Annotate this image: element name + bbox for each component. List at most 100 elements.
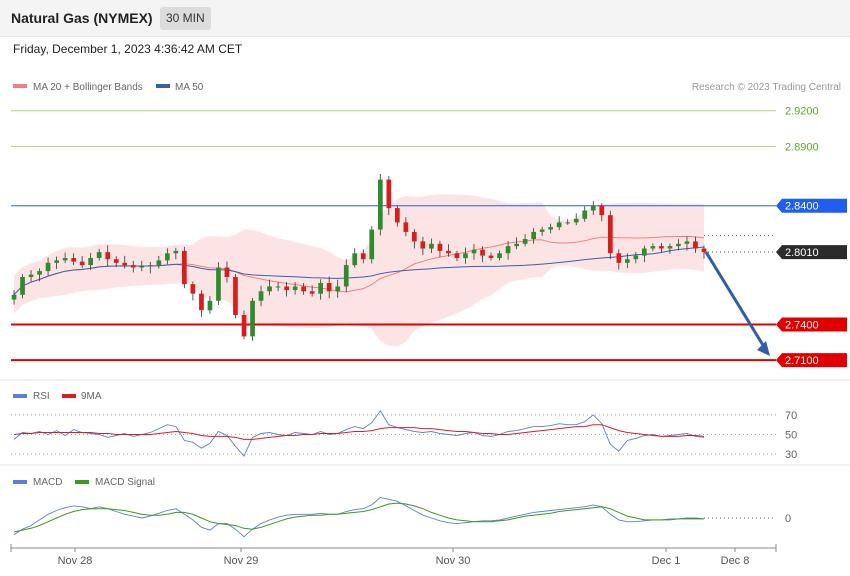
level-tag — [776, 198, 847, 213]
level-label: 2.7100 — [785, 355, 819, 367]
legend-label-rsi: RSI — [33, 391, 50, 402]
candle-body — [96, 252, 102, 258]
candle-body — [275, 286, 281, 288]
timeframe-button[interactable]: 30 MIN — [160, 7, 211, 30]
candle-body — [28, 274, 34, 277]
forecast-arrowhead — [757, 341, 770, 357]
candle-body — [548, 227, 553, 230]
candle-body — [378, 179, 383, 230]
legend-swatch-rsi-ma — [62, 394, 76, 398]
candle-body — [659, 246, 664, 249]
legend-label-macd: MACD — [33, 477, 62, 488]
ma50-line — [13, 246, 705, 296]
candle-body — [667, 246, 673, 249]
candle-body — [165, 253, 170, 261]
candle-body — [207, 300, 213, 311]
candle-body — [326, 283, 332, 292]
candle-body — [318, 283, 323, 294]
candle-body — [403, 222, 409, 232]
legend-label-rsi-ma: 9MA — [81, 391, 102, 402]
candle-body — [633, 255, 639, 260]
rsi-tick-label: 70 — [785, 410, 797, 422]
x-tick-label: Dec 8 — [721, 555, 750, 567]
candle-body — [684, 241, 690, 244]
candle-body — [20, 277, 25, 295]
rsi-line — [13, 410, 705, 457]
legend-label-ma20: MA 20 + Bollinger Bands — [33, 82, 143, 93]
candle-body — [599, 205, 605, 216]
candle-body — [522, 239, 528, 244]
level-tag — [776, 317, 847, 332]
candle-body — [113, 259, 119, 263]
candle-body — [497, 253, 502, 259]
level-label: 2.9200 — [785, 106, 819, 118]
candle-body — [531, 231, 536, 239]
candle-body — [139, 266, 145, 268]
candle-body — [37, 271, 42, 275]
legend-swatch-macd — [13, 480, 27, 484]
candle-body — [369, 229, 375, 260]
macd-line — [13, 497, 705, 538]
candle-body — [335, 286, 341, 292]
candle-body — [539, 229, 545, 232]
candle-body — [343, 265, 349, 287]
candle-body — [488, 255, 494, 258]
legend-swatch-macd-signal — [75, 480, 89, 484]
candle-body — [446, 250, 451, 254]
rsi-panel: 70 50 30 — [11, 410, 797, 461]
candle-body — [148, 265, 153, 267]
candle-body — [650, 246, 656, 249]
candle-body — [224, 267, 230, 277]
chart-datetime: Friday, December 1, 2023 4:36:42 AM CET — [13, 42, 243, 56]
candle-body — [199, 293, 204, 311]
candle-body — [258, 291, 264, 301]
instrument-title: Natural Gas (NYMEX) — [11, 10, 153, 26]
rsi-tick-label: 30 — [785, 449, 797, 461]
x-tick-label: Nov 28 — [58, 555, 93, 567]
macd-panel: 0 — [13, 497, 791, 538]
level-label: 2.8010 — [785, 247, 819, 259]
candle-body — [156, 260, 162, 266]
x-tick-label: Dec 1 — [652, 555, 681, 567]
candle-body — [437, 243, 443, 251]
x-tick-label: Nov 29 — [224, 555, 259, 567]
candle-body — [130, 265, 136, 268]
candle-body — [395, 208, 400, 223]
candle-body — [412, 231, 417, 242]
candle-body — [173, 250, 179, 254]
candle-body — [54, 260, 59, 263]
legend-label-ma50: MA 50 — [175, 82, 204, 93]
candle-body — [11, 294, 17, 300]
candle-body — [250, 300, 255, 337]
candle-body — [454, 253, 460, 259]
candle-body — [701, 248, 707, 253]
candle-body — [360, 253, 366, 260]
candle-body — [514, 243, 519, 247]
candle-body — [292, 286, 298, 291]
candle-body — [676, 243, 681, 247]
candle-body — [420, 241, 426, 249]
candle-body — [608, 215, 613, 254]
candle-body — [301, 286, 306, 292]
macd-tick-label: 0 — [785, 513, 791, 525]
candle-body — [105, 252, 111, 260]
rsi-tick-label: 50 — [785, 429, 797, 441]
candle-body — [573, 218, 579, 223]
legend-swatch-ma20 — [13, 84, 27, 88]
candle-body — [616, 253, 622, 263]
candle-body — [565, 222, 571, 224]
candle-body — [309, 291, 315, 294]
candle-body — [190, 284, 196, 294]
price-panel: 2.9200 2.8900 2.8400 2.8010 2.7400 2.7100 — [11, 106, 847, 368]
candle-body — [625, 259, 630, 263]
candle-body — [505, 246, 511, 254]
candle-body — [122, 262, 128, 266]
forecast-arrow — [704, 251, 768, 351]
candle-body — [267, 286, 272, 292]
level-label: 2.8900 — [785, 141, 819, 153]
candle-body — [386, 179, 392, 209]
x-tick-label: Nov 30 — [436, 555, 471, 567]
level-tag — [776, 353, 847, 368]
candle-body — [62, 258, 68, 261]
